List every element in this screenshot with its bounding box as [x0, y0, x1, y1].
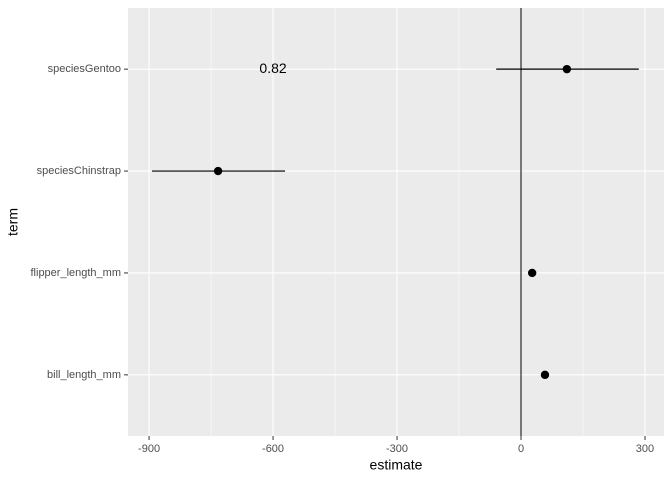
annotation: 0.82	[259, 60, 286, 76]
point	[213, 166, 223, 176]
point	[562, 64, 572, 74]
x-tick-label: 300	[636, 443, 654, 455]
panel	[128, 8, 664, 436]
y-axis-title: term	[5, 208, 21, 236]
point	[540, 370, 550, 380]
x-tick-label: -300	[386, 443, 408, 455]
x-tick-label: -900	[138, 443, 160, 455]
y-tick-label: bill_length_mm	[47, 369, 121, 381]
x-tick-label: -600	[262, 443, 284, 455]
point	[527, 268, 537, 278]
y-tick-label: speciesGentoo	[48, 63, 121, 75]
y-tick-label: speciesChinstrap	[37, 165, 121, 177]
y-tick-label: flipper_length_mm	[31, 267, 122, 279]
x-tick-label: 0	[518, 443, 524, 455]
x-axis-title: estimate	[370, 457, 423, 473]
